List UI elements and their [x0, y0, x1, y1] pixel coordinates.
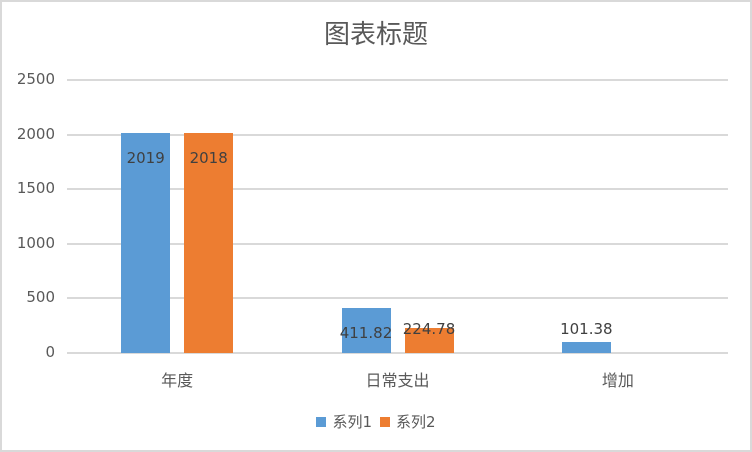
data-label: 411.82 — [339, 324, 393, 343]
bar-1-0[interactable] — [121, 132, 171, 353]
y-tick-label: 0 — [45, 343, 55, 361]
bar-2-1[interactable] — [404, 328, 454, 353]
y-tick-label: 1000 — [16, 233, 55, 252]
data-label: 224.78 — [402, 320, 456, 338]
data-label: 2018 — [189, 148, 228, 167]
gridline — [67, 188, 728, 191]
x-category-label: 日常支出 — [365, 371, 430, 390]
legend-label: 系列2 — [396, 413, 436, 431]
y-tick-label: 500 — [26, 288, 55, 307]
gridline — [67, 79, 728, 81]
gridline — [67, 242, 728, 245]
legend-item-series2[interactable]: 系列2 — [380, 411, 436, 432]
gridline — [67, 133, 728, 136]
legend-label: 系列1 — [332, 413, 372, 431]
x-category-label: 年度 — [161, 371, 194, 390]
legend-item-series1[interactable]: 系列1 — [316, 411, 372, 432]
x-category-label: 增加 — [601, 371, 634, 390]
bar-1-1[interactable] — [341, 308, 391, 353]
bar-2-0[interactable] — [184, 132, 234, 353]
y-tick-label: 2500 — [16, 70, 55, 88]
y-tick-label: 1500 — [16, 179, 55, 198]
bar-1-2[interactable] — [561, 341, 611, 353]
gridline — [67, 297, 728, 300]
legend: 系列1 系列2 — [0, 411, 752, 432]
legend-swatch-icon — [316, 416, 327, 427]
legend-swatch-icon — [380, 416, 390, 427]
chart-title: 图表标题 — [323, 20, 428, 50]
data-label: 2019 — [126, 148, 165, 167]
data-label: 101.38 — [560, 320, 613, 338]
y-tick-label: 2000 — [16, 124, 55, 143]
gridline — [67, 352, 728, 354]
